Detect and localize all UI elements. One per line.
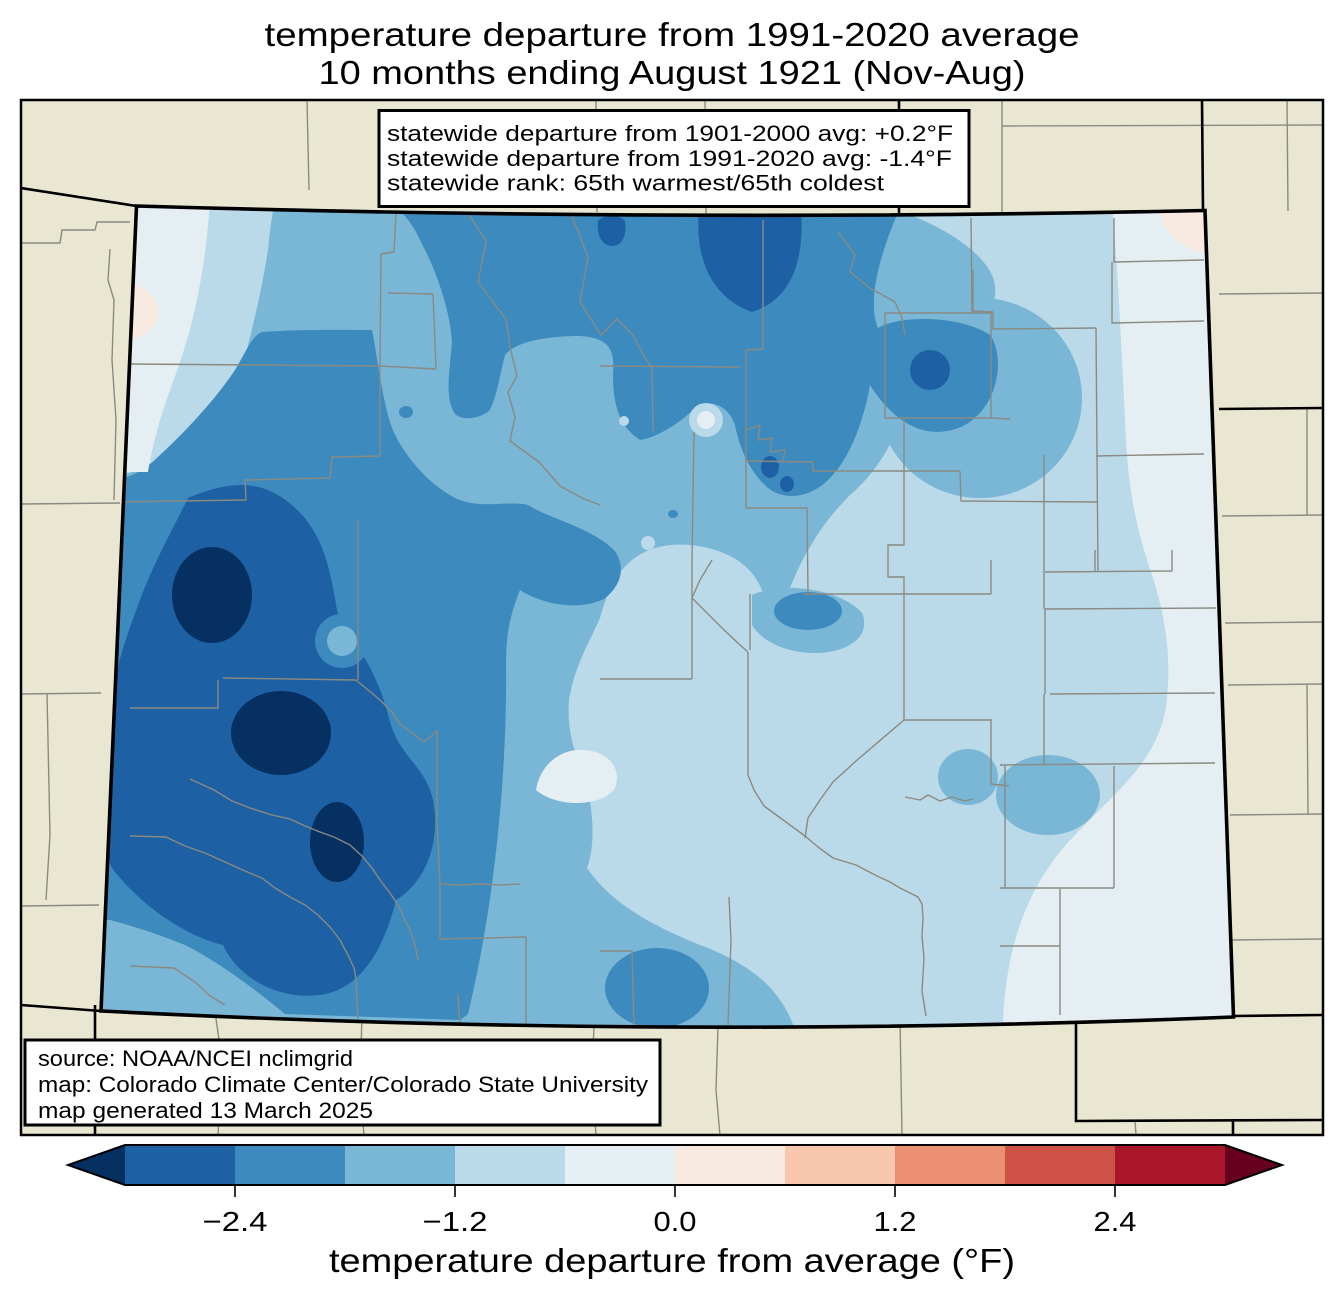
- svg-text:0.0: 0.0: [654, 1206, 697, 1237]
- svg-text:−2.4: −2.4: [203, 1206, 268, 1237]
- svg-text:temperature departure from ave: temperature departure from average (°F): [329, 1242, 1015, 1279]
- svg-text:−1.2: −1.2: [423, 1206, 488, 1237]
- svg-text:1.2: 1.2: [874, 1206, 917, 1237]
- svg-text:statewide departure from 1991-: statewide departure from 1991-2020 avg: …: [387, 146, 952, 171]
- svg-text:map generated 13 March 2025: map generated 13 March 2025: [38, 1098, 373, 1123]
- svg-text:10 months ending August 1921 (: 10 months ending August 1921 (Nov-Aug): [319, 54, 1026, 91]
- svg-text:temperature departure from 199: temperature departure from 1991-2020 ave…: [265, 16, 1080, 53]
- svg-text:2.4: 2.4: [1094, 1206, 1137, 1237]
- svg-text:statewide rank: 65th warmest/6: statewide rank: 65th warmest/65th coldes…: [387, 171, 884, 196]
- svg-text:map: Colorado Climate Center/C: map: Colorado Climate Center/Colorado St…: [38, 1072, 648, 1097]
- svg-text:statewide departure from 1901-: statewide departure from 1901-2000 avg: …: [387, 121, 953, 146]
- svg-text:source: NOAA/NCEI nclimgrid: source: NOAA/NCEI nclimgrid: [38, 1046, 353, 1071]
